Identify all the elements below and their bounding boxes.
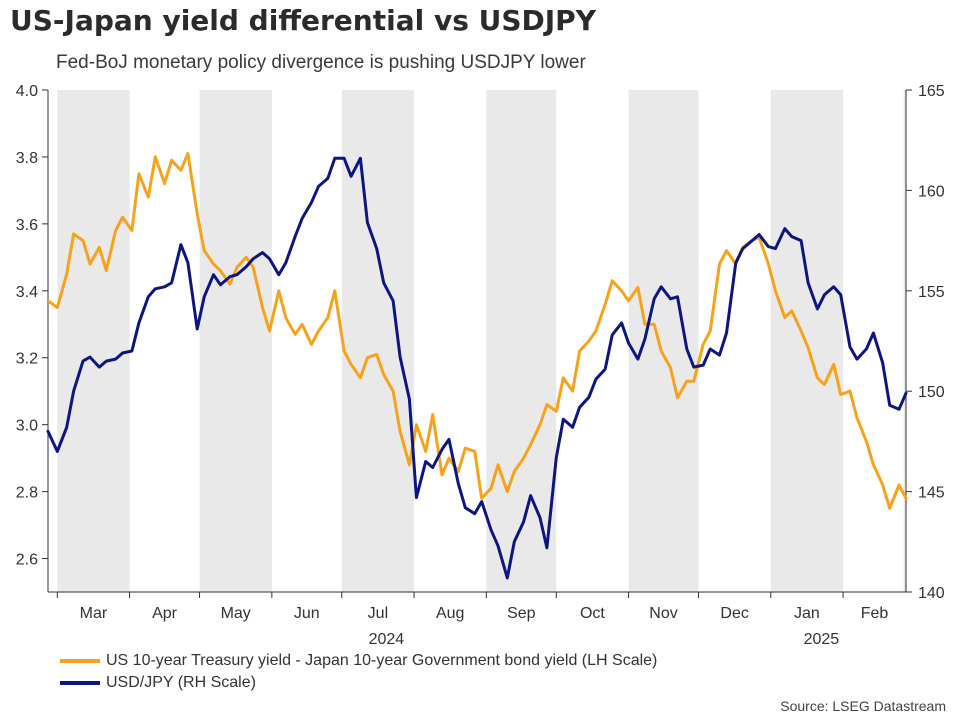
x-tick-label: Jan: [794, 605, 820, 622]
y-axis-labels: 2.6 2.8 3.0 3.2 3.4 3.6 3.8 4.0 140 145 150 155 160 1…: [16, 83, 945, 602]
left-y-tick-label: 3.8: [16, 150, 38, 167]
legend-item-usdjpy: USD/JPY (RH Scale): [60, 672, 657, 694]
right-y-tick-label: 140: [918, 585, 945, 602]
right-y-tick-label: 155: [918, 284, 945, 301]
spread-line: [46, 152, 908, 510]
left-y-tick-label: 3.6: [16, 217, 38, 234]
right-y-tick-label: 150: [918, 384, 945, 401]
legend-label-spread: US 10-year Treasury yield - Japan 10-yea…: [106, 652, 658, 669]
x-tick-label: Jul: [368, 605, 388, 622]
axes: [42, 89, 912, 598]
left-y-tick-label: 3.2: [16, 351, 38, 368]
legend-item-spread: US 10-year Treasury yield - Japan 10-yea…: [60, 650, 657, 672]
usdjpy-line: [46, 156, 908, 580]
shaded-band-2024-05: [199, 90, 272, 592]
x-tick-label: Sep: [507, 605, 536, 622]
right-y-tick-label: 160: [918, 183, 945, 200]
chart-title: US-Japan yield differential vs USDJPY: [10, 4, 596, 37]
shaded-band-2024-07: [341, 90, 415, 592]
x-tick-label: Apr: [152, 605, 178, 622]
left-y-tick-label: 2.8: [16, 485, 38, 502]
chart-subtitle: Fed-BoJ monetary policy divergence is pu…: [56, 52, 586, 73]
legend-swatch-usdjpy: [60, 680, 100, 685]
x-tick-label: Jun: [294, 605, 320, 622]
source-note: Source: LSEG Datastream: [780, 698, 946, 714]
year-label: 2024: [369, 631, 405, 648]
x-tick-label: Feb: [861, 605, 889, 622]
x-tick-label: May: [221, 605, 251, 622]
left-y-tick-label: 2.6: [16, 552, 38, 569]
legend-label-usdjpy: USD/JPY (RH Scale): [106, 674, 256, 691]
shaded-band-2024-11: [628, 90, 699, 592]
x-tick-label: Nov: [649, 605, 677, 622]
x-tick-label: Mar: [80, 605, 108, 622]
right-y-tick-label: 145: [918, 485, 945, 502]
shaded-band-2024-03: [57, 90, 130, 592]
legend-swatch-spread: [60, 658, 100, 663]
x-tick-label: Oct: [580, 605, 605, 622]
shaded-band-2024-09: [486, 90, 557, 592]
shaded-band-tail: [903, 90, 906, 592]
left-y-tick-label: 4.0: [16, 83, 38, 100]
right-y-tick-label: 165: [918, 83, 945, 100]
series-lines: [46, 152, 908, 580]
left-y-tick-label: 3.0: [16, 418, 38, 435]
legend: US 10-year Treasury yield - Japan 10-yea…: [60, 650, 657, 694]
shaded-month-bands: [57, 90, 906, 592]
left-y-tick-label: 3.4: [16, 284, 38, 301]
x-tick-label: Dec: [720, 605, 748, 622]
x-axis-labels: Mar Apr May Jun Jul Aug Sep Oct Nov Dec Jan Feb 2024…: [80, 605, 889, 648]
year-label: 2025: [804, 631, 840, 648]
x-tick-label: Aug: [436, 605, 464, 622]
